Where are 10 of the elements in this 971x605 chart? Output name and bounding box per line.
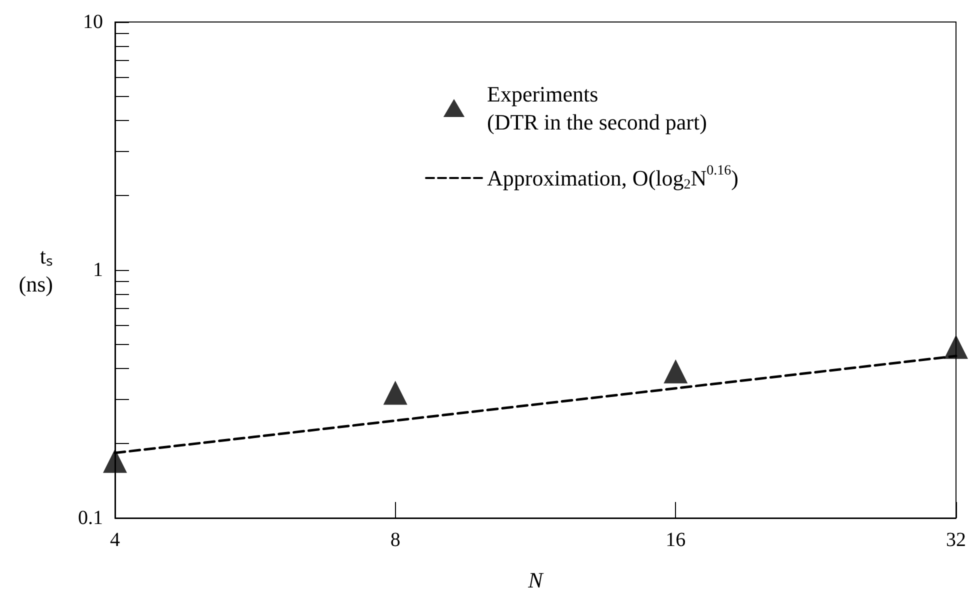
x-tick-label: 4 bbox=[110, 529, 120, 551]
x-tick-label: 16 bbox=[666, 529, 686, 551]
y-tick-label: 0.1 bbox=[78, 507, 103, 529]
legend-label: Experiments (DTR in the second part) bbox=[487, 82, 707, 134]
x-tick-label: 8 bbox=[390, 529, 400, 551]
y-axis-title: tₛ (ns) bbox=[18, 244, 53, 296]
x-axis-title: N bbox=[527, 568, 544, 592]
y-tick-label: 1 bbox=[93, 259, 103, 281]
x-tick-label: 32 bbox=[946, 529, 966, 551]
y-tick-label: 10 bbox=[83, 11, 103, 33]
